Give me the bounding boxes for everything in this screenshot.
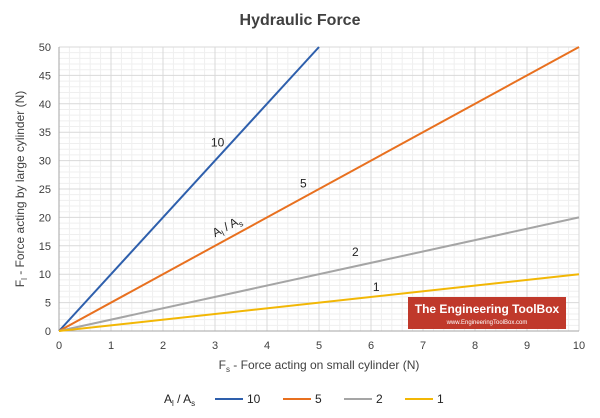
y-tick-label: 40 bbox=[39, 99, 51, 111]
series-lines bbox=[58, 46, 580, 332]
y-tick-label: 35 bbox=[39, 127, 51, 139]
y-tick-label: 15 bbox=[39, 241, 51, 253]
x-axis-title: Fs - Force acting on small cylinder (N) bbox=[219, 358, 420, 374]
x-tick-label: 7 bbox=[420, 340, 426, 352]
legend-label-10: 10 bbox=[247, 392, 261, 406]
x-tick-label: 1 bbox=[108, 340, 114, 352]
series-line-1 bbox=[58, 273, 580, 332]
logo-url: www.EngineeringToolBox.com bbox=[446, 320, 528, 326]
x-tick-label: 4 bbox=[264, 340, 270, 352]
y-tick-label: 20 bbox=[39, 212, 51, 224]
line-label-2: 2 bbox=[352, 245, 359, 259]
y-tick-label: 25 bbox=[39, 184, 51, 196]
legend: Al / As 10 5 2 1 bbox=[164, 392, 444, 408]
x-tick-label: 10 bbox=[573, 340, 585, 352]
legend-label-1: 1 bbox=[437, 392, 444, 406]
y-tick-label: 10 bbox=[39, 269, 51, 281]
line-label-5: 5 bbox=[300, 176, 307, 190]
grid bbox=[58, 46, 580, 332]
y-tick-label: 50 bbox=[39, 42, 51, 54]
x-tick-label: 2 bbox=[160, 340, 166, 352]
chart-title: Hydraulic Force bbox=[240, 12, 361, 29]
logo-name: The Engineering ToolBox bbox=[415, 302, 560, 316]
series-line-2 bbox=[58, 216, 580, 332]
y-tick-label: 30 bbox=[39, 156, 51, 168]
line-label-10: 10 bbox=[211, 135, 225, 149]
x-tick-label: 8 bbox=[472, 340, 478, 352]
legend-label-2: 2 bbox=[376, 392, 383, 406]
series-line-5 bbox=[58, 46, 580, 332]
y-tick-label: 5 bbox=[45, 298, 51, 310]
y-tick-label: 45 bbox=[39, 70, 51, 82]
line-label-1: 1 bbox=[373, 280, 380, 294]
series-line-10 bbox=[58, 46, 320, 332]
y-axis-title: Fl - Force acting by large cylinder (N) bbox=[13, 91, 29, 288]
x-tick-label: 5 bbox=[316, 340, 322, 352]
legend-title: Al / As bbox=[164, 392, 195, 408]
x-tick-label: 3 bbox=[212, 340, 218, 352]
x-tick-label: 6 bbox=[368, 340, 374, 352]
legend-label-5: 5 bbox=[315, 392, 322, 406]
engineering-toolbox-logo: The Engineering ToolBox www.EngineeringT… bbox=[408, 297, 566, 329]
y-tick-label: 0 bbox=[45, 326, 51, 338]
x-tick-label: 0 bbox=[56, 340, 62, 352]
x-tick-label: 9 bbox=[524, 340, 530, 352]
